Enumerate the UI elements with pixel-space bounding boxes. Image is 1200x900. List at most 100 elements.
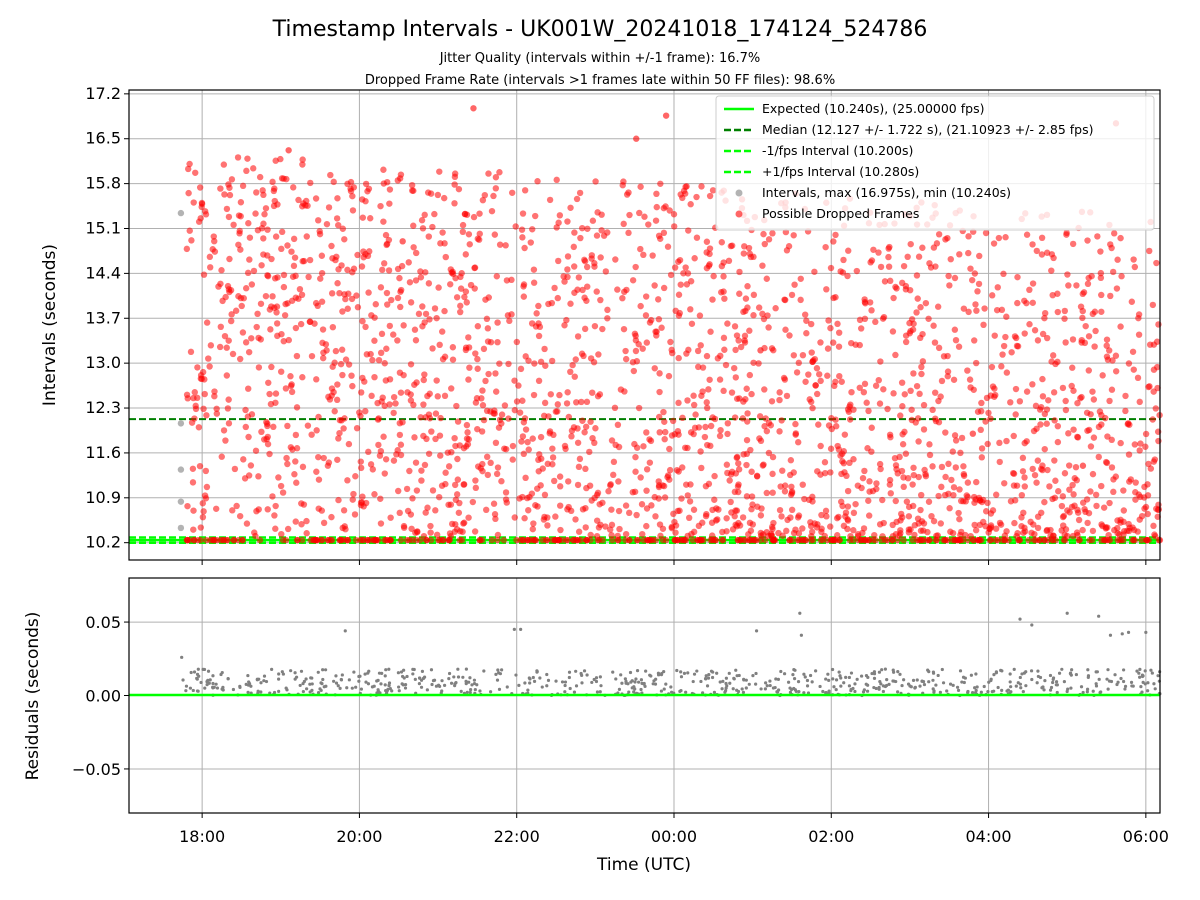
dropped-frame-point: [604, 315, 611, 322]
dropped-frame-point: [511, 406, 519, 414]
dropped-frame-point: [288, 297, 296, 304]
dropped-frame-point: [631, 330, 639, 337]
dropped-frame-point: [188, 419, 196, 426]
dropped-frame-point: [604, 306, 611, 314]
dropped-frame-point: [350, 490, 357, 498]
dropped-frame-point: [283, 175, 290, 183]
residual-point: [226, 677, 230, 681]
residual-point: [906, 682, 911, 686]
dropped-frame-point: [568, 433, 575, 440]
residual-point: [188, 686, 193, 690]
dropped-frame-point: [903, 498, 911, 505]
dropped-frame-point: [795, 439, 802, 446]
dropped-frame-point: [334, 280, 341, 287]
residual-point: [206, 669, 211, 673]
dropped-frame-point: [876, 400, 884, 407]
top-panel-y-ticks: 10.210.911.612.313.013.714.415.115.816.5…: [85, 84, 129, 552]
dropped-frame-point: [653, 332, 660, 339]
dropped-frame-point: [1098, 308, 1105, 315]
dropped-frame-point: [341, 236, 348, 243]
dropped-frame-point: [727, 242, 735, 250]
dropped-frame-point: [258, 428, 265, 436]
dropped-frame-point: [633, 511, 640, 519]
residual-point: [849, 689, 853, 693]
dropped-frame-point: [591, 494, 598, 502]
dropped-frame-point: [690, 392, 697, 399]
dropped-frame-point: [728, 389, 736, 396]
dropped-frame-point: [573, 399, 580, 406]
dropped-frame-point: [310, 536, 318, 544]
residual-point: [1097, 614, 1101, 618]
residual-point: [684, 690, 688, 694]
residual-point: [774, 677, 778, 681]
residual-point: [704, 677, 708, 681]
residual-point: [1086, 668, 1090, 672]
residual-point: [764, 681, 768, 685]
dropped-frame-point: [375, 356, 383, 364]
dropped-frame-point: [824, 345, 832, 352]
dropped-frame-point: [1061, 470, 1069, 477]
residual-point: [574, 684, 579, 688]
residual-point: [792, 676, 797, 681]
dropped-frame-point: [1030, 521, 1037, 528]
dropped-frame-point: [691, 424, 699, 432]
dropped-frame-point: [319, 354, 327, 362]
dropped-frame-point: [990, 240, 998, 247]
residual-point: [598, 690, 602, 694]
dropped-frame-point: [409, 187, 416, 194]
dropped-frame-point: [731, 364, 738, 372]
dropped-frame-point: [572, 516, 579, 523]
dropped-frame-point: [938, 483, 945, 491]
dropped-frame-point: [708, 536, 716, 544]
dropped-frame-point: [720, 273, 727, 280]
dropped-frame-point: [803, 330, 810, 337]
dropped-frame-point: [976, 252, 983, 260]
dropped-frame-point: [492, 185, 500, 192]
dropped-frame-point: [361, 378, 368, 385]
dropped-frame-point: [797, 296, 804, 304]
dropped-frame-point: [868, 448, 875, 455]
dropped-frame-point: [233, 502, 240, 510]
residual-point: [763, 687, 767, 691]
dropped-frame-point: [382, 377, 390, 384]
dropped-frame-point: [951, 274, 959, 282]
residual-point: [853, 689, 857, 694]
dropped-frame-point: [494, 536, 501, 544]
residual-point: [796, 680, 801, 684]
dropped-frame-point: [975, 536, 982, 544]
residual-point: [611, 670, 615, 674]
dropped-frame-point: [885, 263, 893, 270]
residual-point: [922, 682, 927, 687]
dropped-frame-point: [830, 238, 837, 245]
dropped-frame-point: [242, 339, 250, 346]
dropped-frame-point: [692, 411, 699, 418]
dropped-frame-point: [583, 263, 591, 271]
dropped-frame-point: [411, 326, 419, 333]
dropped-frame-point: [454, 418, 462, 425]
dropped-frame-point: [360, 536, 367, 544]
residual-point: [635, 668, 640, 673]
dropped-frame-point: [724, 420, 732, 427]
dropped-frame-point: [196, 462, 204, 470]
residual-point: [310, 676, 314, 680]
dropped-frame-point: [866, 299, 874, 306]
dropped-frame-point: [1078, 339, 1085, 346]
dropped-frame-point: [982, 418, 989, 425]
residual-point: [1019, 686, 1023, 690]
residual-point: [464, 681, 468, 686]
dropped-frame-point: [764, 312, 771, 319]
dropped-frame-point: [718, 239, 726, 246]
residual-point: [246, 683, 251, 687]
residual-point: [734, 668, 738, 672]
dropped-frame-point: [472, 484, 480, 492]
residual-point: [1036, 674, 1040, 679]
dropped-frame-point: [225, 337, 232, 344]
residual-point: [453, 683, 457, 688]
dropped-frame-point: [835, 329, 843, 336]
dropped-frame-point: [521, 515, 528, 522]
residual-point: [799, 633, 803, 637]
dropped-frame-point: [746, 536, 754, 544]
dropped-frame-point: [298, 291, 306, 299]
dropped-frame-point: [1146, 247, 1153, 255]
dropped-frame-point: [652, 217, 660, 224]
